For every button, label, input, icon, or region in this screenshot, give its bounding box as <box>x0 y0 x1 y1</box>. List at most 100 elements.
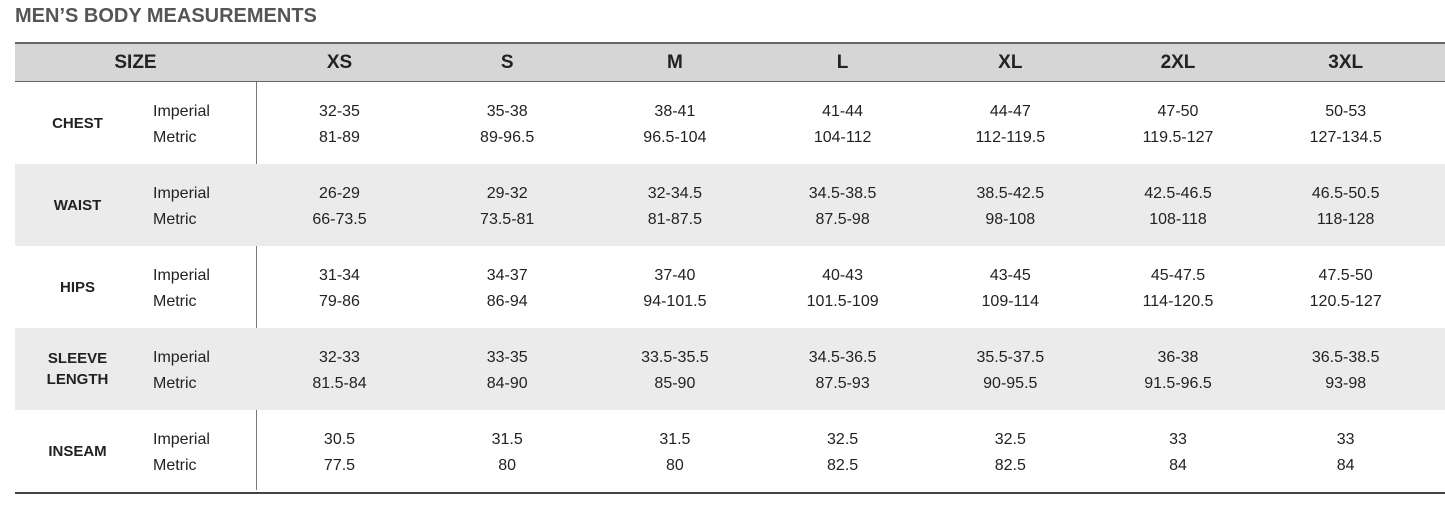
value-cell: 38-41 96.5-104 <box>591 99 758 151</box>
value-cell: 30.5 77.5 <box>256 427 423 479</box>
row-label-cell: HIPS <box>15 246 140 328</box>
value-cell: 32-34.5 81-87.5 <box>591 181 758 233</box>
imperial-value: 31-34 <box>319 267 360 284</box>
imperial-value: 47.5-50 <box>1318 267 1373 284</box>
unit-label: Metric <box>153 211 197 228</box>
value-cell: 41-44 104-112 <box>759 99 926 151</box>
metric-value: 89-96.5 <box>480 129 535 146</box>
metric-value: 81-89 <box>319 129 360 146</box>
metric-value: 73.5-81 <box>480 211 535 228</box>
metric-value: 82.5 <box>994 457 1026 474</box>
imperial-value: 33.5-35.5 <box>641 349 709 366</box>
metric-value: 84-90 <box>486 375 528 392</box>
value-cell: 31-34 79-86 <box>256 263 423 315</box>
header-cell: S <box>500 52 514 73</box>
row-label: SLEEVE LENGTH <box>46 350 109 388</box>
value-cell: 47-50 119.5-127 <box>1095 99 1262 151</box>
header-cell: XS <box>326 52 353 73</box>
metric-value: 66-73.5 <box>312 211 367 228</box>
value-cell: 26-29 66-73.5 <box>256 181 423 233</box>
unit-label: Imperial <box>153 103 210 120</box>
units-cell: Imperial Metric <box>153 263 210 315</box>
imperial-value: 31.5 <box>659 431 691 448</box>
metric-value: 93-98 <box>1325 375 1367 392</box>
value-cell: 47.5-50 120.5-127 <box>1262 263 1429 315</box>
value-cell: 33 84 <box>1095 427 1262 479</box>
value-cell: 44-47 112-119.5 <box>927 99 1094 151</box>
value-cell: 43-45 109-114 <box>927 263 1094 315</box>
header-row: SIZE XS S M L XL 2XL 3XL <box>15 42 1445 82</box>
units-cell: Imperial Metric <box>153 427 210 479</box>
row-label: INSEAM <box>48 442 107 460</box>
body-row: SLEEVE LENGTH Imperial Metric 32-33 81.5-84 3… <box>15 328 1445 410</box>
header-cell: M <box>666 52 683 73</box>
metric-value: 84 <box>1169 457 1187 474</box>
value-cell: 33.5-35.5 85-90 <box>591 345 758 397</box>
imperial-value: 50-53 <box>1325 103 1367 120</box>
metric-value: 81.5-84 <box>312 375 367 392</box>
value-cell: 33 84 <box>1262 427 1429 479</box>
metric-value: 82.5 <box>827 457 859 474</box>
units-cell: Imperial Metric <box>153 99 210 151</box>
metric-value: 127-134.5 <box>1309 129 1382 146</box>
unit-label: Metric <box>153 375 197 392</box>
metric-value: 101.5-109 <box>806 293 879 310</box>
imperial-value: 38-41 <box>654 103 696 120</box>
imperial-value: 42.5-46.5 <box>1144 185 1212 202</box>
value-cell: 32-33 81.5-84 <box>256 345 423 397</box>
value-cell: 46.5-50.5 118-128 <box>1262 181 1429 233</box>
value-cell: 31.5 80 <box>424 427 591 479</box>
value-cell: 34.5-38.5 87.5-98 <box>759 181 926 233</box>
header-cell: SIZE <box>114 52 157 73</box>
unit-label: Metric <box>153 457 197 474</box>
imperial-value: 32.5 <box>994 431 1026 448</box>
imperial-value: 33-35 <box>486 349 528 366</box>
metric-value: 98-108 <box>985 211 1036 228</box>
imperial-value: 47-50 <box>1157 103 1199 120</box>
value-cell: 31.5 80 <box>591 427 758 479</box>
row-label-cell: INSEAM <box>15 410 140 492</box>
imperial-value: 34-37 <box>486 267 528 284</box>
metric-value: 86-94 <box>486 293 528 310</box>
imperial-value: 35-38 <box>486 103 528 120</box>
imperial-value: 46.5-50.5 <box>1311 185 1380 202</box>
value-cell: 32.5 82.5 <box>927 427 1094 479</box>
imperial-value: 32-33 <box>319 349 360 366</box>
row-label: HIPS <box>59 278 95 296</box>
value-cell: 34-37 86-94 <box>424 263 591 315</box>
metric-value: 87.5-93 <box>815 375 870 392</box>
metric-value: 79-86 <box>319 293 360 310</box>
metric-value: 87.5-98 <box>815 211 870 228</box>
metric-value: 114-120.5 <box>1142 293 1214 310</box>
imperial-value: 44-47 <box>989 103 1031 120</box>
metric-value: 91.5-96.5 <box>1144 375 1212 392</box>
metric-value: 80 <box>665 457 684 474</box>
metric-value: 84 <box>1336 457 1355 474</box>
metric-value: 108-118 <box>1149 211 1207 228</box>
imperial-value: 40-43 <box>822 267 864 284</box>
imperial-value: 37-40 <box>654 267 696 284</box>
title: MEN’S BODY MEASUREMENTS <box>15 5 317 27</box>
value-cell: 45-47.5 114-120.5 <box>1095 263 1262 315</box>
row-label: WAIST <box>53 196 102 214</box>
imperial-value: 43-45 <box>989 267 1031 284</box>
imperial-value: 32-34.5 <box>647 185 703 202</box>
body-row: HIPS Imperial Metric 31-34 79-86 34-37 86-94 37… <box>15 246 1445 328</box>
imperial-value: 32.5 <box>827 431 859 448</box>
value-cell: 32-35 81-89 <box>256 99 423 151</box>
imperial-value: 26-29 <box>319 185 360 202</box>
value-cell: 36.5-38.5 93-98 <box>1262 345 1429 397</box>
header-cell: 3XL <box>1328 52 1364 73</box>
imperial-value: 32-35 <box>319 103 360 120</box>
header-cell: XL <box>998 52 1023 73</box>
row-label: CHEST <box>52 114 103 132</box>
bottom-border <box>15 492 1445 494</box>
metric-value: 119.5-127 <box>1142 129 1214 146</box>
value-cell: 36-38 91.5-96.5 <box>1095 345 1262 397</box>
metric-value: 85-90 <box>654 375 696 392</box>
body-row: CHEST Imperial Metric 32-35 81-89 35-38 89-96.… <box>15 82 1445 164</box>
column-divider <box>256 80 257 490</box>
imperial-value: 34.5-36.5 <box>808 349 877 366</box>
value-cell: 42.5-46.5 108-118 <box>1095 181 1262 233</box>
